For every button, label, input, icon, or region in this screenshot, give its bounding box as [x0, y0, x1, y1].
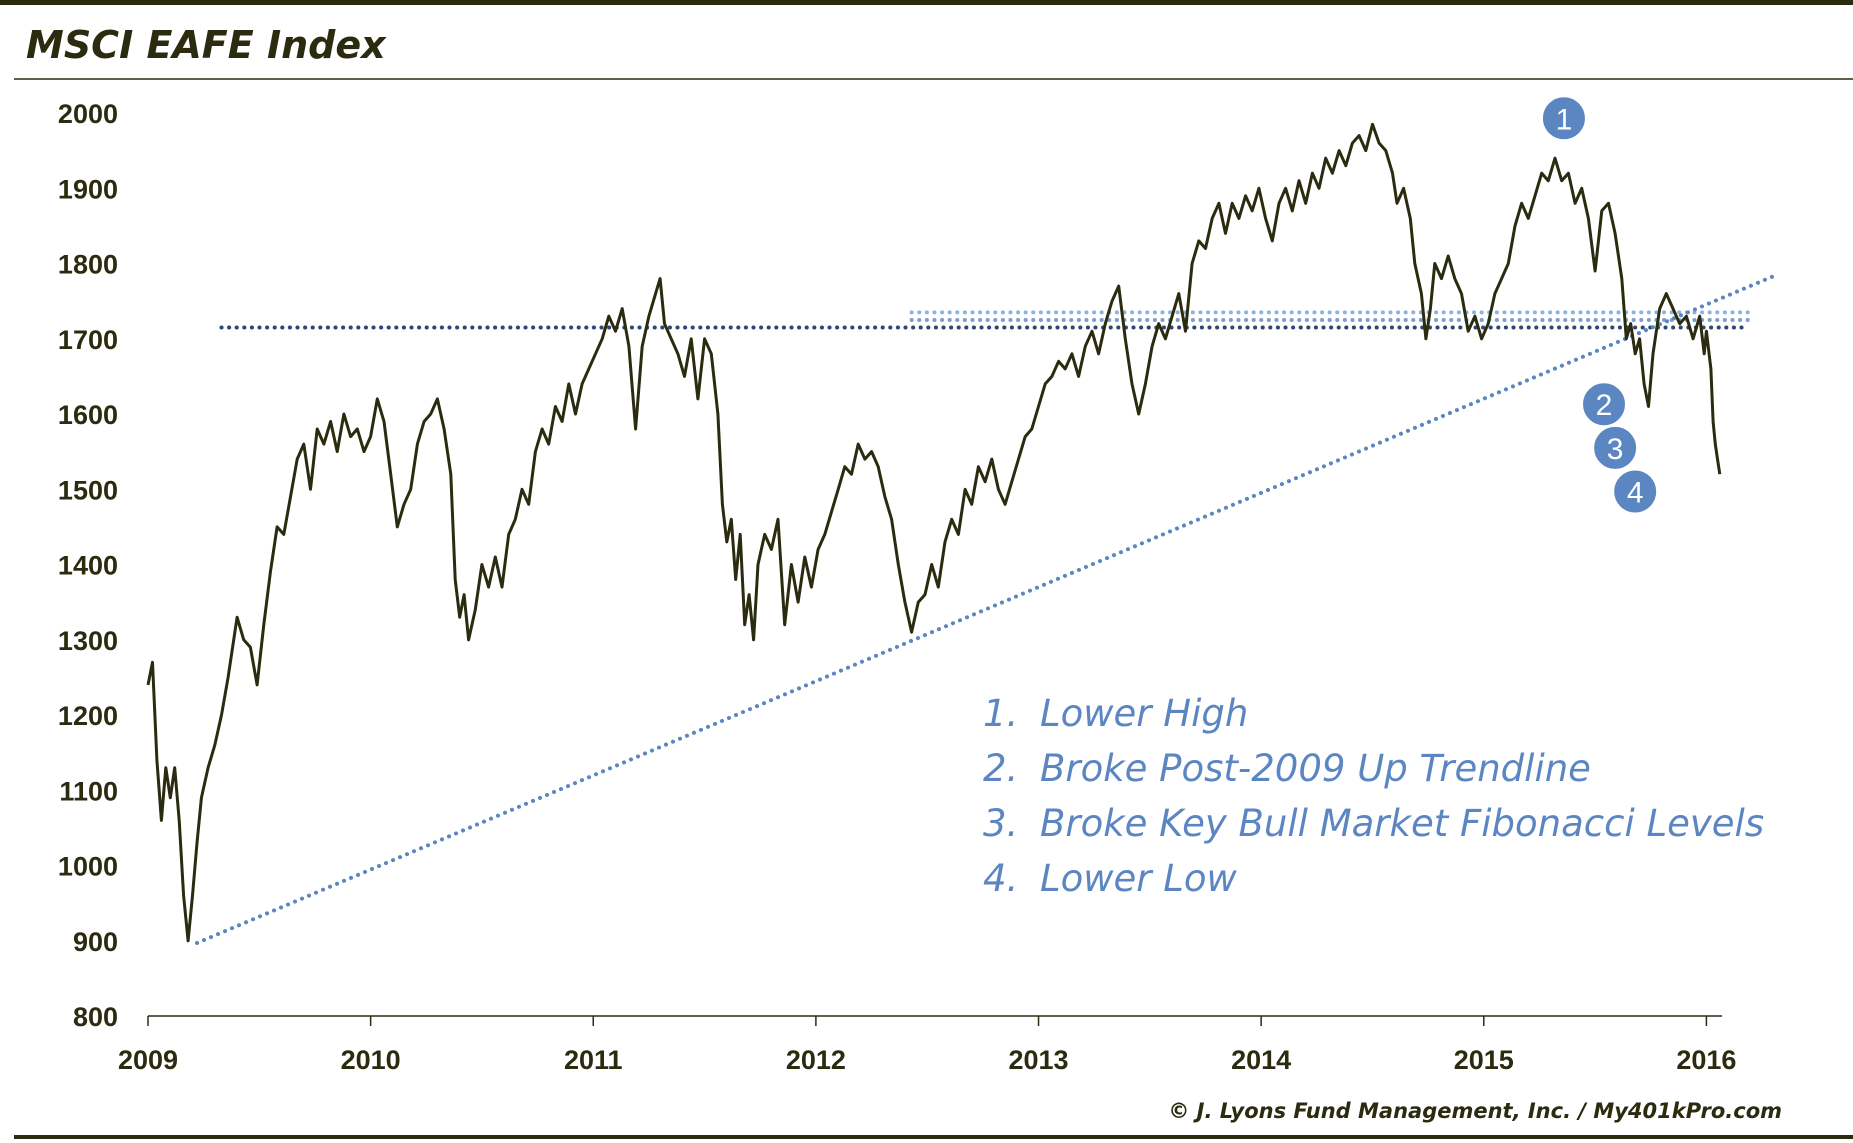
x-tick-label-2015: 2015 — [1454, 1045, 1514, 1075]
y-tick-label-800: 800 — [73, 1002, 118, 1032]
marker-label-1: 1 — [1556, 103, 1573, 136]
y-tick-label-1800: 1800 — [58, 250, 118, 280]
x-axis-ticks: 2009 2010 2011 2012 2013 2014 2015 2016 — [118, 1016, 1736, 1075]
marker-circle-3 — [1592, 424, 1639, 471]
reference-lines — [194, 274, 1776, 946]
x-tick-label-2010: 2010 — [341, 1045, 401, 1075]
bottom-border — [14, 1135, 1853, 1139]
annotation-number-4: 4. — [983, 857, 1018, 900]
y-tick-label-1600: 1600 — [58, 400, 118, 430]
x-tick-label-2009: 2009 — [118, 1045, 178, 1075]
y-tick-label-1300: 1300 — [58, 626, 118, 656]
annotation-text-1: Lower High — [1040, 692, 1248, 735]
annotation-list: 1. Lower High 2. Broke Post-2009 Up Tren… — [983, 692, 1764, 900]
y-tick-label-1700: 1700 — [58, 325, 118, 355]
y-tick-label-1900: 1900 — [58, 174, 118, 204]
y-tick-label-1000: 1000 — [58, 852, 118, 882]
marker-circle-2 — [1581, 381, 1628, 428]
marker-circle-4 — [1612, 468, 1659, 515]
y-tick-label-1400: 1400 — [58, 551, 118, 581]
annotation-text-2: Broke Post-2009 Up Trendline — [1040, 747, 1591, 790]
y-tick-label-1100: 1100 — [59, 776, 118, 806]
chart-title: MSCI EAFE Index — [26, 23, 387, 67]
annotation-number-1: 1. — [983, 692, 1018, 735]
marker-label-2: 2 — [1596, 389, 1613, 422]
marker-circle-1 — [1540, 95, 1587, 142]
top-border — [0, 0, 1853, 5]
y-tick-label-2000: 2000 — [58, 99, 118, 129]
y-tick-label-1500: 1500 — [58, 475, 118, 505]
y-tick-label-900: 900 — [73, 927, 118, 957]
marker-label-3: 3 — [1607, 433, 1624, 466]
x-tick-label-2013: 2013 — [1008, 1045, 1068, 1075]
x-tick-label-2011: 2011 — [564, 1045, 623, 1075]
marker-label-4: 4 — [1627, 477, 1644, 510]
x-tick-label-2016: 2016 — [1676, 1045, 1736, 1075]
y-tick-label-1200: 1200 — [58, 701, 118, 731]
annotation-markers: 1 2 34 — [1540, 95, 1659, 515]
annotation-text-4: Lower Low — [1040, 857, 1238, 900]
credit-line: © J. Lyons Fund Management, Inc. / My401… — [1168, 1099, 1782, 1123]
series-group — [146, 122, 1722, 943]
x-tick-label-2012: 2012 — [786, 1045, 846, 1075]
series-line-1 — [146, 122, 1722, 943]
annotation-text-3: Broke Key Bull Market Fibonacci Levels — [1040, 802, 1764, 845]
annotation-number-3: 3. — [983, 802, 1018, 845]
x-tick-label-2014: 2014 — [1231, 1045, 1291, 1075]
y-axis-tick-labels: 2000 1900 1800 1700 1600 1500 1400 1300 1200 1100… — [58, 99, 118, 1032]
annotation-number-2: 2. — [983, 747, 1018, 790]
